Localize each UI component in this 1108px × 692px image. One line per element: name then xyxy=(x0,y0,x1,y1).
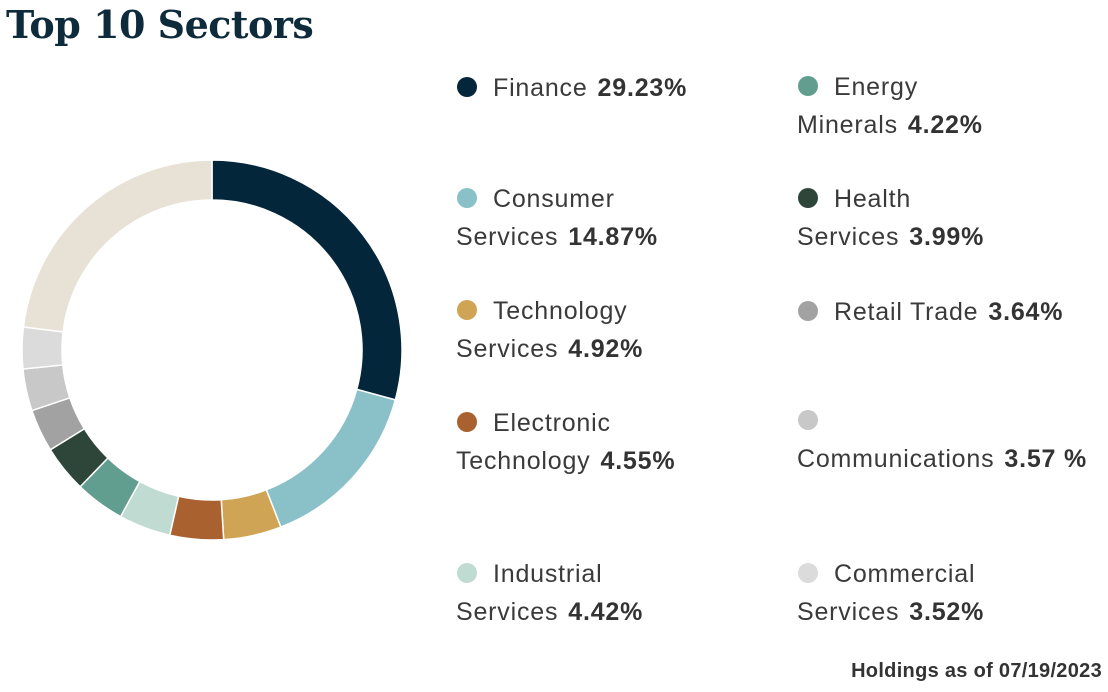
legend-swatch xyxy=(798,563,818,583)
legend-label: Finance xyxy=(493,74,588,102)
legend-label: Electronic Technology xyxy=(456,409,611,475)
legend-label: Energy Minerals xyxy=(797,73,919,139)
legend-swatch xyxy=(457,77,477,97)
legend-swatch xyxy=(457,412,477,432)
legend-label: Communications xyxy=(797,445,995,473)
legend-value: 14.87% xyxy=(568,223,658,251)
legend-swatch xyxy=(457,188,477,208)
legend-value: 4.42% xyxy=(568,598,644,626)
donut-chart xyxy=(21,159,403,541)
legend-label: Consumer Services xyxy=(456,185,615,251)
legend-label: Retail Trade xyxy=(834,298,979,326)
legend-item-consumer-services: Consumer Services 14.87% xyxy=(456,180,716,256)
legend-swatch xyxy=(457,300,477,320)
slice-commercial-services xyxy=(21,326,64,370)
legend-value: 4.55% xyxy=(600,447,676,475)
legend-swatch xyxy=(798,76,818,96)
slice-remainder xyxy=(22,159,213,333)
legend-item-communications: Communications 3.57 % xyxy=(797,402,1097,478)
legend-item-energy-minerals: Energy Minerals 4.22% xyxy=(797,68,1027,144)
legend-swatch xyxy=(798,188,818,208)
slice-consumer-services xyxy=(265,388,397,529)
legend-swatch xyxy=(798,301,818,321)
legend-value: 3.52% xyxy=(909,598,985,626)
legend-item-health-services: Health Services 3.99% xyxy=(797,180,1027,256)
legend-label: Technology Services xyxy=(456,297,628,363)
legend-item-finance: Finance 29.23% xyxy=(456,69,756,107)
legend-item-retail-trade: Retail Trade 3.64% xyxy=(797,293,1102,331)
holdings-date-note: Holdings as of 07/19/2023 xyxy=(851,660,1102,682)
legend-label: Industrial Services xyxy=(456,560,603,626)
slice-finance xyxy=(211,159,403,401)
legend-item-technology-services: Technology Services 4.92% xyxy=(456,292,716,368)
legend-value: 3.57 % xyxy=(1004,445,1088,473)
legend-value: 4.92% xyxy=(568,335,644,363)
legend-value: 29.23% xyxy=(597,74,688,102)
legend-item-industrial-services: Industrial Services 4.42% xyxy=(456,555,706,631)
chart-title: Top 10 Sectors xyxy=(6,2,314,47)
legend-value: 3.64% xyxy=(988,298,1064,326)
legend-swatch xyxy=(798,410,818,430)
legend-swatch xyxy=(457,563,477,583)
legend-value: 4.22% xyxy=(907,111,983,139)
legend-label: Health Services xyxy=(797,185,912,251)
legend-item-electronic-technology: Electronic Technology 4.55% xyxy=(456,404,736,480)
legend-label: Commercial Services xyxy=(797,560,976,626)
legend-value: 3.99% xyxy=(909,223,985,251)
legend-item-commercial-services: Commercial Services 3.52% xyxy=(797,555,1057,631)
